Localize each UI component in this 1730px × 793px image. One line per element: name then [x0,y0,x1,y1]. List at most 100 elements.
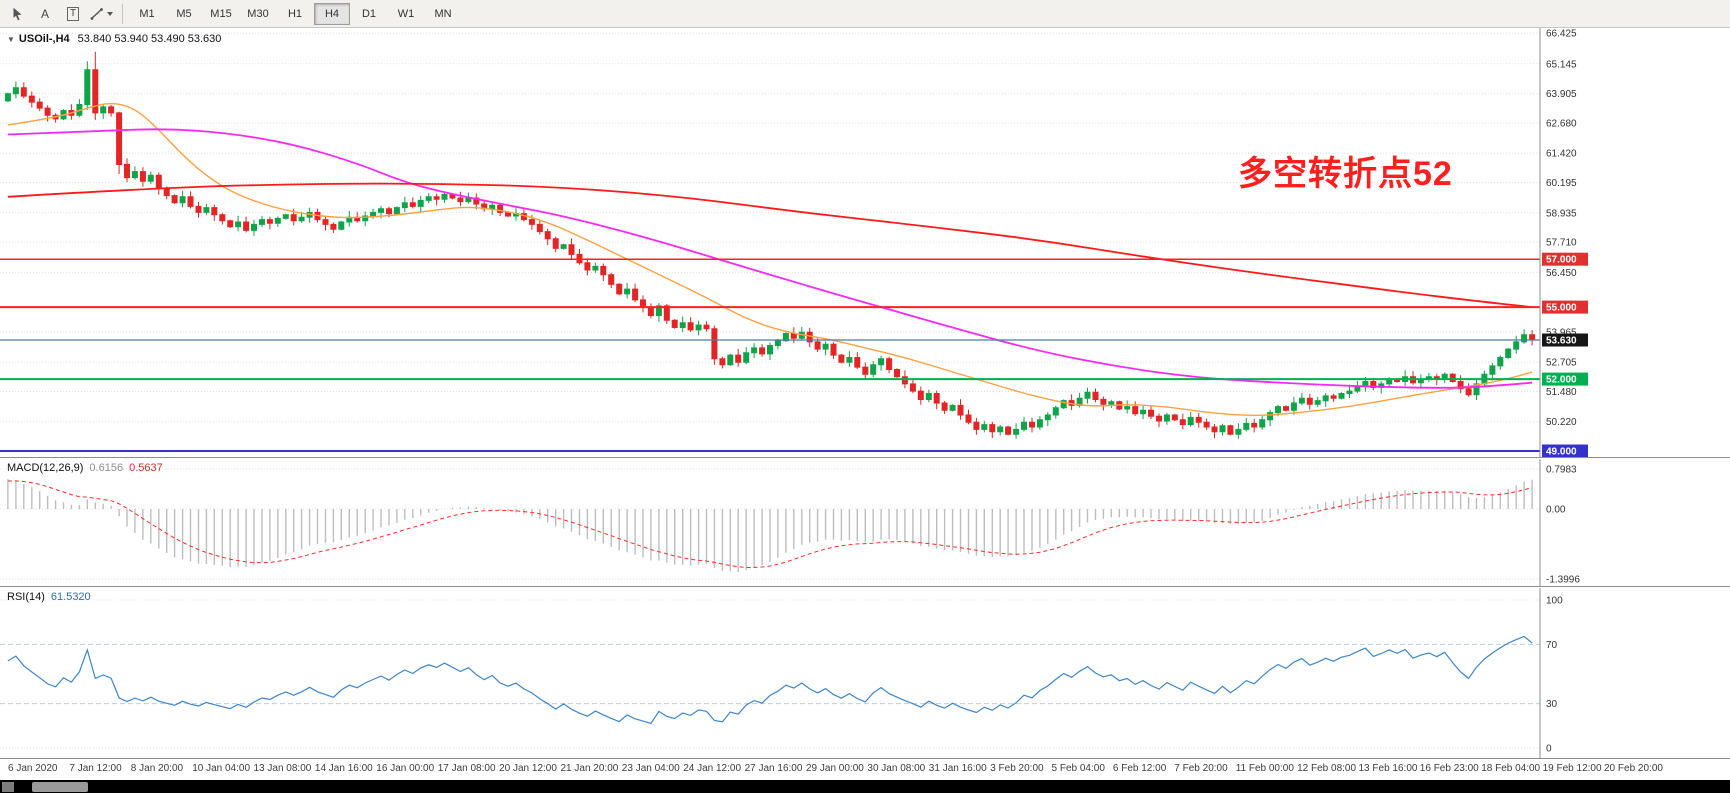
time-axis-label: 27 Jan 16:00 [744,763,803,774]
time-axis-label: 29 Jan 00:00 [806,763,864,774]
trendline-icon [89,7,103,20]
time-axis-label: 19 Feb 12:00 [1542,763,1602,774]
price-marker-55.000: 55.000 [1542,300,1588,314]
svg-text:58.935: 58.935 [1546,208,1577,219]
svg-text:62.680: 62.680 [1546,119,1577,130]
time-axis-label: 30 Jan 08:00 [867,763,926,774]
svg-text:60.195: 60.195 [1546,178,1577,189]
chart-toolbar: A T M1 M5 M15 M30 H1 H4 D1 W1 MN [0,0,1730,28]
timeframe-button-h4[interactable]: H4 [314,2,350,25]
svg-text:63.905: 63.905 [1546,89,1577,100]
macd-header: MACD(12,26,9) 0.6156 0.5637 [7,462,169,474]
time-axis-label: 3 Feb 20:00 [990,763,1044,774]
symbol-period-label: USOil-,H4 [18,33,70,45]
timeframe-button-m1[interactable]: M1 [139,7,155,20]
svg-text:52.705: 52.705 [1546,358,1577,369]
candles-bearish [20,51,1536,439]
scrollbar-thumb[interactable] [32,782,88,792]
candles-bullish [4,61,1528,439]
timeframe-button-m5[interactable]: M5 [176,7,192,20]
main-chart-pane[interactable]: 66.425 65.145 63.905 62.680 61.420 60.195 58.9… [0,28,1730,457]
rsi-label: RSI(14) [7,591,45,603]
drawing-tools-dropdown[interactable] [88,2,114,25]
svg-text:53.630: 53.630 [1546,336,1577,347]
time-axis-label: 31 Jan 16:00 [928,763,987,774]
time-axis-label: 18 Feb 04:00 [1481,763,1541,774]
collapse-arrow-icon[interactable]: ▼ [7,35,15,44]
time-axis-label: 7 Feb 20:00 [1174,763,1228,774]
price-marker-53.630: 53.630 [1542,333,1588,347]
ma-line-medium[interactable] [7,128,1533,389]
macd-main-value: 0.6156 [89,462,124,474]
rsi-chart-canvas[interactable]: 100 70 30 0 [0,588,1730,758]
svg-text:30: 30 [1546,699,1558,710]
text-frame-button[interactable]: T [60,2,86,25]
time-axis-label: 24 Jan 12:00 [683,763,742,774]
svg-text:53.965: 53.965 [1546,327,1577,338]
macd-signal-line [7,480,1533,568]
text-annotation-button[interactable]: A [32,2,58,25]
rsi-value: 61.5320 [50,591,91,603]
svg-text:51.480: 51.480 [1546,387,1577,398]
svg-text:57.710: 57.710 [1546,238,1577,249]
svg-text:0: 0 [1546,744,1552,755]
timeframe-button-h1[interactable]: H1 [287,7,303,20]
rsi-gridlines [0,599,1540,749]
rsi-pane[interactable]: 100 70 30 0 RSI(14) 61.5320 [0,588,1730,758]
dropdown-caret-icon [106,11,113,16]
time-axis-label: 10 Jan 04:00 [192,763,251,774]
time-axis-label: 20 Jan 12:00 [499,763,557,774]
svg-text:-1.3996: -1.3996 [1546,575,1580,586]
time-axis-label: 12 Feb 08:00 [1297,763,1357,774]
time-axis-label: 21 Jan 20:00 [560,763,619,774]
time-axis-label: 20 Feb 20:00 [1604,763,1663,774]
macd-label: MACD(12,26,9) [7,462,84,474]
macd-signal-value: 0.5637 [129,462,163,474]
time-axis-label: 6 Feb 12:00 [1112,763,1167,774]
horizontal-scrollbar[interactable] [0,780,1730,793]
pane-divider-rsi[interactable] [0,586,1730,588]
time-axis-label: 11 Feb 00:00 [1235,763,1294,774]
rsi-line [7,635,1533,725]
rsi-header: RSI(14) 61.5320 [7,591,97,603]
macd-histogram [7,479,1533,572]
timeframe-button-w1[interactable]: W1 [397,7,415,20]
price-marker-57.000: 57.000 [1542,252,1588,266]
timeframe-button-mn[interactable]: MN [434,7,452,20]
rsi-axis-labels: 100 70 30 0 [1546,596,1563,755]
svg-text:70: 70 [1546,640,1558,651]
time-axis[interactable]: 6 Jan 2020 7 Jan 12:00 8 Jan 20:00 10 Jan 0… [0,758,1730,780]
scrollbar-corner [2,782,14,792]
svg-text:49.000: 49.000 [1546,447,1577,458]
macd-chart-canvas[interactable]: 0.7983 0.00 -1.3996 [0,459,1730,586]
svg-text:55.000: 55.000 [1546,303,1577,314]
timeframe-button-d1[interactable]: D1 [361,7,377,20]
time-axis-label: 6 Jan 2020 [8,763,58,774]
svg-text:52.000: 52.000 [1546,375,1577,386]
ma-line-fast[interactable] [7,102,1533,416]
pane-divider-macd[interactable] [0,457,1730,459]
timeframe-button-m15[interactable]: M15 [210,7,232,20]
svg-text:100: 100 [1546,596,1563,607]
time-axis-label: 14 Jan 16:00 [314,763,373,774]
price-marker-52.000: 52.000 [1542,372,1588,386]
svg-text:61.420: 61.420 [1546,149,1577,160]
price-chart-canvas[interactable]: 66.425 65.145 63.905 62.680 61.420 60.195 58.9… [0,28,1730,457]
svg-text:65.145: 65.145 [1546,59,1577,70]
ohlc-values: 53.840 53.940 53.490 53.630 [77,33,222,45]
macd-pane[interactable]: 0.7983 0.00 -1.3996 MACD(12,26,9) 0.6156 0.5… [0,459,1730,586]
time-axis-label: 13 Jan 08:00 [253,763,312,774]
svg-text:66.425: 66.425 [1546,29,1577,40]
svg-text:50.220: 50.220 [1546,417,1577,428]
time-axis-label: 16 Jan 00:00 [376,763,435,774]
price-axis-labels: 66.425 65.145 63.905 62.680 61.420 60.195 58.9… [1546,29,1577,429]
time-axis-label: 13 Feb 16:00 [1358,763,1418,774]
ma-line-slow[interactable] [7,182,1533,308]
time-axis-label: 17 Jan 08:00 [437,763,496,774]
timeframe-button-m30[interactable]: M30 [247,7,269,20]
time-axis-label: 16 Feb 23:00 [1419,763,1479,774]
cursor-tool-button[interactable] [4,2,30,25]
timeframe-button-group: M1 M5 M15 M30 H1 H4 D1 W1 MN [129,2,462,25]
svg-text:57.000: 57.000 [1546,255,1577,266]
time-axis-label: 23 Jan 04:00 [621,763,680,774]
